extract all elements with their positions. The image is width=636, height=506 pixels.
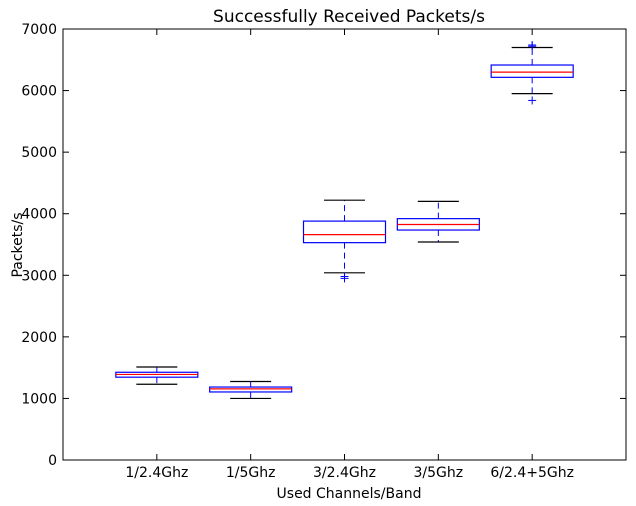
box-iqr xyxy=(209,386,293,393)
y-tick-label: 7000 xyxy=(21,22,57,38)
box-group xyxy=(115,366,199,385)
chart-title: Successfully Received Packets/s xyxy=(213,7,485,27)
y-tick-label: 1000 xyxy=(21,391,57,407)
y-tick-label: 2000 xyxy=(21,330,57,346)
y-axis-ticks: 0 1000 2000 3000 4000 5000 6000 7000 xyxy=(21,22,626,469)
box-iqr xyxy=(490,64,574,78)
box-group xyxy=(209,380,293,400)
plot-frame xyxy=(62,28,627,461)
box-group xyxy=(396,200,480,243)
box-series xyxy=(115,41,574,400)
y-axis-label: Packets/s xyxy=(10,212,26,277)
x-tick-label: 1/2.4Ghz xyxy=(125,465,188,481)
y-tick-label: 0 xyxy=(48,453,57,469)
y-tick-label: 5000 xyxy=(21,145,57,161)
box-iqr xyxy=(302,220,387,244)
box-group xyxy=(490,41,574,105)
x-tick-label: 6/2.4+5Ghz xyxy=(490,465,574,481)
y-tick-label: 6000 xyxy=(21,84,57,100)
x-axis-ticks: 1/2.4Ghz 1/5Ghz 3/2.4Ghz 3/5Ghz 6/2.4+5Ghz xyxy=(125,29,574,481)
y-tick-label: 3000 xyxy=(21,268,57,284)
x-tick-label: 3/5Ghz xyxy=(414,465,464,481)
x-axis-label: Used Channels/Band xyxy=(277,486,422,502)
box-group xyxy=(302,199,387,283)
x-tick-label: 1/5Ghz xyxy=(226,465,276,481)
y-tick-label: 4000 xyxy=(21,207,57,223)
x-tick-label: 3/2.4Ghz xyxy=(313,465,376,481)
